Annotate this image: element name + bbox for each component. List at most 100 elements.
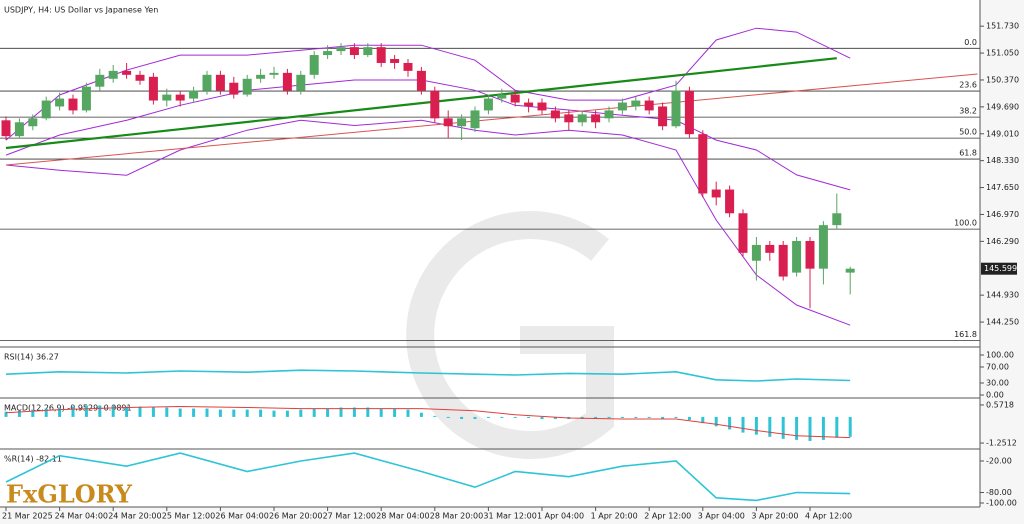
- y-tick-label: 147.650: [986, 183, 1019, 192]
- y-tick-label: 144.250: [986, 318, 1019, 327]
- macd-bar: [446, 416, 450, 418]
- plot-area: [0, 0, 980, 507]
- pane-title: MACD(12,26,9) -0.9529 -0.9891: [4, 404, 132, 413]
- layers: 0.0 23.6 38.2 50.0 61.8 100.0 161.8 RSI(14) 36.…: [0, 27, 980, 502]
- fib-label: 161.8: [954, 330, 977, 339]
- candle-body: [604, 110, 614, 119]
- x-tick-label: 24 Mar 20:00: [108, 512, 161, 521]
- macd-bar: [781, 416, 785, 439]
- macd-bar: [647, 416, 651, 418]
- macd-bar: [272, 410, 276, 417]
- macd-bar: [285, 410, 289, 417]
- macd-bar: [406, 409, 410, 417]
- x-tick-label: 24 Mar 04:00: [55, 512, 108, 521]
- macd-bar: [486, 416, 490, 418]
- trendline: [5, 57, 837, 150]
- macd-bar: [714, 416, 718, 427]
- candle-body: [564, 114, 574, 123]
- candle-body: [778, 244, 788, 277]
- macd-bar: [58, 407, 62, 417]
- macd-bar: [312, 408, 316, 417]
- y-tick-label: 30.00: [986, 379, 1009, 388]
- bollinger-upper: [5, 27, 851, 141]
- candle-body: [108, 70, 118, 79]
- candle-body: [845, 268, 855, 273]
- macd-bar: [125, 406, 129, 417]
- last-price-label: 145.599: [984, 264, 1017, 273]
- candle-body: [202, 74, 212, 91]
- pane-title: RSI(14) 36.27: [4, 353, 59, 362]
- fib-label: 23.6: [959, 81, 977, 90]
- candle-body: [631, 100, 641, 107]
- candle-body: [14, 122, 24, 137]
- candle-body: [376, 47, 386, 63]
- candle-body: [1, 120, 11, 137]
- candle-body: [95, 74, 105, 87]
- macd-bar: [366, 407, 370, 417]
- x-tick-label: 1 Apr 20:00: [591, 512, 638, 521]
- macd-signal: [5, 405, 851, 439]
- macd-bar: [165, 407, 169, 417]
- candle-body: [122, 70, 132, 75]
- candle-body: [644, 100, 654, 111]
- candle-body: [430, 90, 440, 119]
- candle-body: [765, 244, 775, 253]
- macd-bar: [98, 405, 102, 417]
- candle-body: [81, 86, 91, 111]
- candle-body: [28, 118, 38, 127]
- candle-body: [497, 94, 507, 99]
- x-tick-label: 26 Mar 20:00: [269, 512, 322, 521]
- candle-body: [296, 74, 306, 91]
- y-tick-label: 151.050: [986, 49, 1019, 58]
- fib-label: 0.0: [964, 38, 977, 47]
- macd-bar: [245, 409, 249, 417]
- macd-bar: [111, 405, 115, 417]
- macd-bar: [553, 416, 557, 420]
- candle-body: [215, 74, 225, 91]
- candle-body: [684, 90, 694, 135]
- macd-bar: [178, 408, 182, 417]
- macd-bar: [379, 408, 383, 417]
- candle-body: [832, 213, 842, 226]
- macd-bar: [795, 416, 799, 440]
- macd-bar: [527, 416, 531, 418]
- candle-body: [805, 240, 815, 269]
- candle-body: [390, 59, 400, 63]
- candle-body: [591, 114, 601, 123]
- candle-body: [135, 74, 145, 81]
- x-tick-label: 3 Apr 04:00: [698, 512, 745, 521]
- x-tick-label: 31 Mar 12:00: [483, 512, 536, 521]
- y-tick-label: 146.290: [986, 237, 1019, 246]
- macd-bar: [821, 416, 825, 440]
- macd-bar: [808, 416, 812, 441]
- macd-bar: [687, 416, 691, 421]
- macd-bar: [4, 411, 8, 417]
- candle-body: [671, 90, 681, 127]
- trendline: [5, 73, 978, 166]
- candle-body: [751, 244, 761, 261]
- x-tick-label: 2 Apr 12:00: [644, 512, 691, 521]
- x-tick-label: 1 Apr 04:00: [537, 512, 584, 521]
- watermark: [406, 211, 614, 459]
- x-tick-label: 28 Mar 04:00: [376, 512, 429, 521]
- y-tick-label: 150.370: [986, 75, 1019, 84]
- candle-body: [363, 47, 373, 56]
- macd-bar: [71, 406, 75, 417]
- candle-body: [457, 118, 467, 127]
- candle-body: [617, 102, 627, 111]
- logo: FxGLORY: [6, 480, 133, 509]
- x-tick-label: 21 Mar 2025: [2, 512, 53, 521]
- macd-bar: [433, 415, 437, 417]
- candle-body: [349, 47, 359, 56]
- macd-bar: [634, 416, 638, 418]
- y-tick-label: 100.00: [986, 351, 1014, 360]
- macd-bar: [419, 412, 423, 417]
- candle-body: [698, 134, 708, 194]
- macd-bar: [768, 416, 772, 437]
- candle-body: [269, 72, 279, 75]
- macd-bar: [352, 407, 356, 417]
- macd-bar: [31, 409, 35, 417]
- candle-body: [443, 118, 453, 127]
- macd-bar: [754, 416, 758, 435]
- candle-body: [483, 98, 493, 111]
